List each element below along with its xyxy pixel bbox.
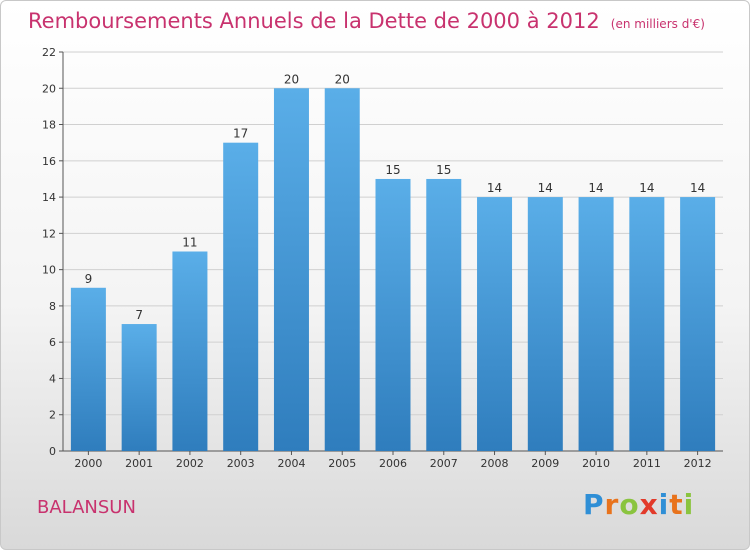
x-tick-label: 2002	[176, 457, 204, 470]
logo-letter: t	[669, 488, 684, 521]
bar	[629, 197, 665, 451]
data-label: 15	[436, 163, 451, 177]
bar	[527, 197, 563, 451]
x-tick-label: 2010	[582, 457, 610, 470]
x-tick-label: 2011	[633, 457, 661, 470]
logo-letter: P	[583, 488, 605, 521]
chart-title: Remboursements Annuels de la Dette de 20…	[28, 9, 705, 33]
y-tick-label: 12	[42, 227, 56, 240]
y-tick-label: 6	[49, 336, 56, 349]
logo-letter: i	[683, 488, 695, 521]
data-label: 9	[85, 272, 93, 286]
bar	[273, 88, 309, 451]
y-tick-label: 22	[42, 46, 56, 59]
bar	[70, 287, 106, 451]
x-tick-label: 2007	[430, 457, 458, 470]
x-tick-label: 2005	[328, 457, 356, 470]
logo-letter: x	[639, 488, 659, 521]
data-label: 17	[233, 127, 248, 141]
x-tick-label: 2012	[684, 457, 712, 470]
bar	[375, 178, 411, 452]
logo-letter: i	[658, 488, 670, 521]
y-tick-label: 8	[49, 300, 56, 313]
x-tick-label: 2004	[277, 457, 305, 470]
data-label: 14	[538, 181, 553, 195]
y-tick-label: 18	[42, 119, 56, 132]
data-label: 15	[385, 163, 400, 177]
data-label: 14	[487, 181, 502, 195]
data-label: 14	[639, 181, 654, 195]
y-tick-label: 20	[42, 82, 56, 95]
y-tick-label: 14	[42, 191, 56, 204]
data-label: 20	[335, 72, 350, 86]
bar	[680, 197, 716, 451]
bar	[578, 197, 614, 451]
x-tick-label: 2009	[531, 457, 559, 470]
bar	[426, 178, 462, 452]
unit-text: (en milliers d'€)	[610, 17, 705, 31]
bar	[121, 324, 157, 451]
commune-name: BALANSUN	[37, 497, 136, 518]
proxiti-logo: Proxiti	[583, 488, 694, 521]
bar	[223, 142, 259, 451]
y-tick-label: 10	[42, 264, 56, 277]
data-label: 20	[284, 72, 299, 86]
title-text: Remboursements Annuels de la Dette de 20…	[28, 9, 600, 33]
y-tick-label: 0	[49, 445, 56, 458]
logo-letter: r	[604, 488, 620, 521]
bar	[324, 88, 360, 451]
x-tick-label: 2008	[481, 457, 509, 470]
x-tick-label: 2000	[74, 457, 102, 470]
bar	[477, 197, 513, 451]
x-tick-label: 2001	[125, 457, 153, 470]
data-label: 14	[690, 181, 705, 195]
y-tick-label: 2	[49, 409, 56, 422]
data-label: 11	[182, 236, 197, 250]
x-tick-label: 2006	[379, 457, 407, 470]
logo-letter: o	[619, 488, 640, 521]
data-label: 7	[135, 308, 143, 322]
y-tick-label: 16	[42, 155, 56, 168]
x-tick-label: 2003	[227, 457, 255, 470]
bar	[172, 251, 208, 451]
y-tick-label: 4	[49, 372, 56, 385]
data-label: 14	[588, 181, 603, 195]
